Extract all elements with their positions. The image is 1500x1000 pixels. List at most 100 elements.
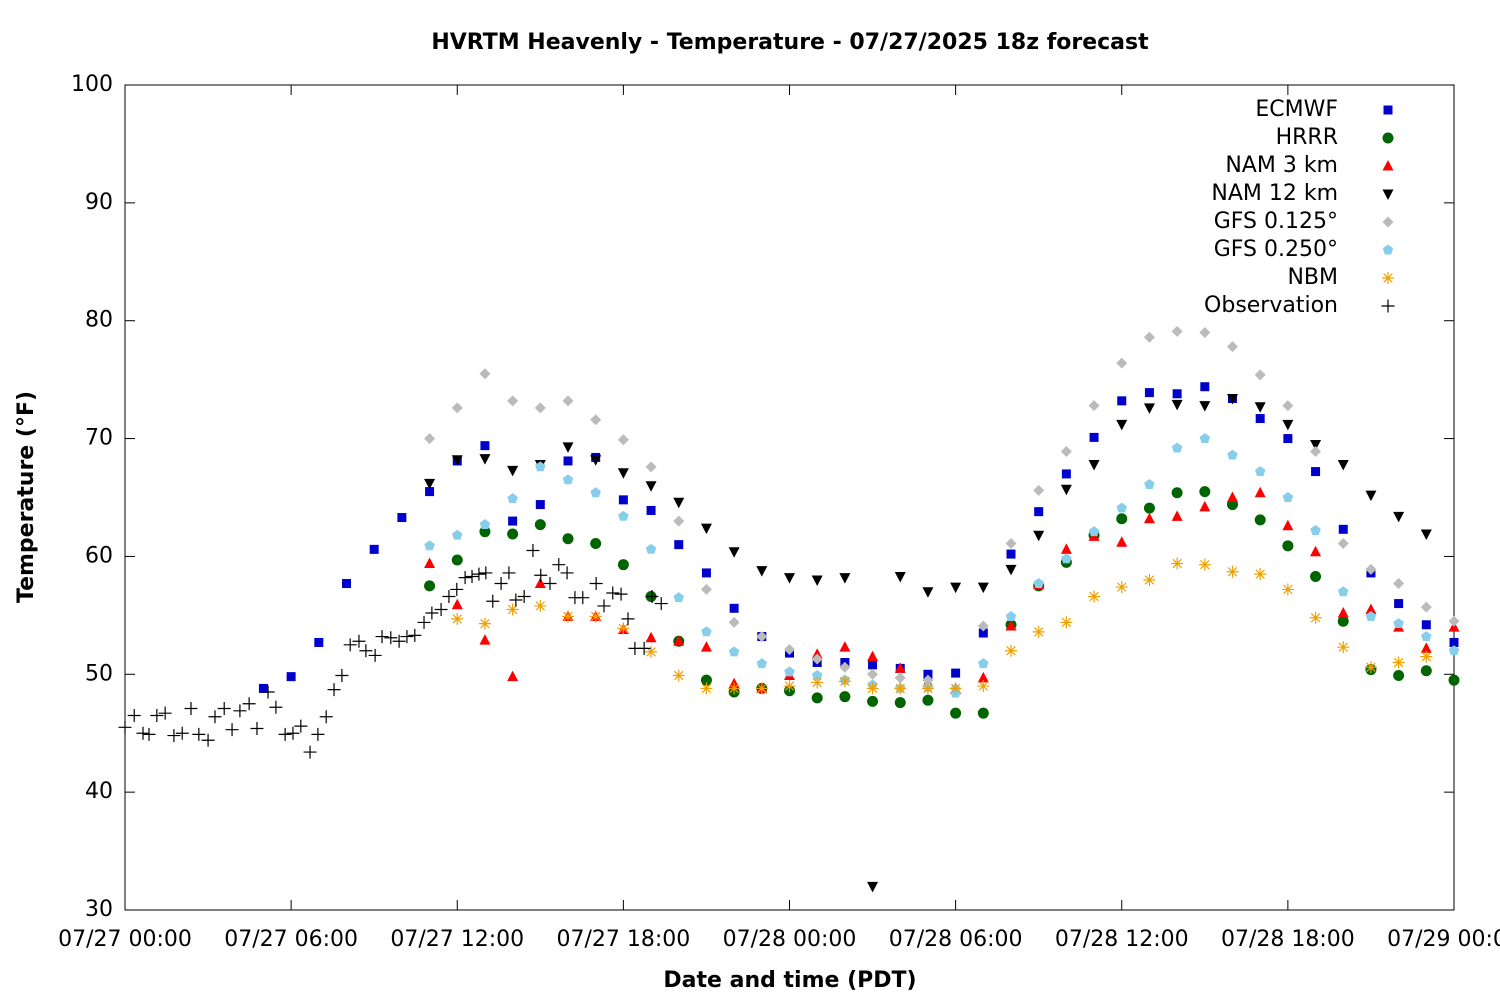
data-point <box>1115 581 1128 594</box>
data-point <box>1282 419 1294 431</box>
data-point <box>424 557 436 568</box>
data-point <box>728 616 740 628</box>
data-point <box>576 591 590 605</box>
data-point <box>1033 578 1044 588</box>
data-point <box>701 568 711 578</box>
legend-marker <box>1382 272 1394 284</box>
data-point <box>951 668 961 678</box>
data-point <box>894 662 906 673</box>
data-point <box>645 543 657 554</box>
data-point <box>509 593 523 607</box>
data-point <box>617 468 629 479</box>
data-point <box>486 594 500 608</box>
data-point <box>590 537 602 549</box>
data-point <box>1199 327 1211 338</box>
data-point <box>839 573 851 584</box>
data-point <box>534 402 546 414</box>
data-point <box>535 461 546 472</box>
data-point <box>866 682 879 695</box>
data-point <box>1143 512 1155 524</box>
data-point <box>978 658 989 669</box>
data-point <box>1420 529 1432 541</box>
data-point <box>756 566 768 577</box>
data-point <box>479 566 493 580</box>
data-point <box>424 478 436 490</box>
data-point <box>1171 399 1183 411</box>
data-point <box>1199 500 1211 512</box>
data-point <box>1199 401 1211 412</box>
data-point <box>1116 357 1128 369</box>
data-point <box>1254 369 1266 381</box>
data-point <box>1199 433 1211 444</box>
data-point <box>1171 510 1183 521</box>
data-point <box>1311 467 1321 477</box>
data-point <box>1088 460 1100 471</box>
data-point <box>700 682 713 695</box>
data-point <box>192 727 206 741</box>
data-point <box>1393 511 1405 523</box>
data-point <box>978 628 988 638</box>
data-point <box>359 644 373 658</box>
data-point <box>838 675 851 688</box>
data-point <box>1392 656 1405 669</box>
data-point <box>1116 536 1128 547</box>
data-point <box>507 465 519 477</box>
data-point <box>167 729 181 743</box>
data-point <box>269 700 283 714</box>
data-point <box>233 704 247 718</box>
y-tick-label: 70 <box>85 426 113 451</box>
data-point <box>1310 439 1322 451</box>
data-point <box>617 622 630 635</box>
data-point <box>1060 616 1073 629</box>
data-point <box>1394 599 1404 609</box>
data-point <box>811 575 823 586</box>
data-point <box>1089 432 1099 442</box>
y-tick-label: 40 <box>85 779 113 804</box>
data-point <box>590 487 601 498</box>
data-point <box>1005 537 1017 549</box>
data-point <box>784 573 795 584</box>
data-point <box>458 571 472 585</box>
data-point <box>507 493 518 504</box>
data-point <box>811 669 823 680</box>
data-point <box>327 683 341 697</box>
data-point <box>494 577 508 591</box>
data-point <box>1337 607 1349 618</box>
data-point <box>1393 578 1405 590</box>
data-point <box>1283 434 1293 444</box>
data-point <box>1227 491 1238 502</box>
data-point <box>397 513 407 523</box>
data-point <box>534 577 546 589</box>
data-point <box>673 592 684 603</box>
data-point <box>1338 524 1348 534</box>
data-point <box>1254 466 1266 477</box>
data-point <box>1365 603 1377 614</box>
data-point <box>867 881 879 893</box>
data-point <box>563 456 573 466</box>
data-point <box>1144 479 1155 489</box>
data-point <box>502 566 516 580</box>
data-point <box>922 587 934 598</box>
data-point <box>590 414 602 426</box>
data-point <box>700 523 712 535</box>
data-point <box>1172 389 1182 399</box>
data-point <box>977 707 989 719</box>
data-point <box>1116 419 1128 431</box>
data-point <box>1254 486 1266 498</box>
data-point <box>1310 446 1322 458</box>
x-tick-label: 07/28 12:00 <box>1055 927 1189 952</box>
data-point <box>867 668 879 680</box>
legend-marker <box>1383 105 1393 115</box>
data-point <box>700 674 712 686</box>
data-point <box>451 402 463 414</box>
data-point <box>756 658 768 669</box>
data-point <box>452 529 463 540</box>
data-point <box>922 694 934 706</box>
data-point <box>1226 565 1239 578</box>
data-point <box>368 648 382 662</box>
data-point <box>728 547 740 558</box>
data-point <box>618 495 628 505</box>
data-point <box>1310 570 1322 582</box>
x-tick-label: 07/28 06:00 <box>889 927 1023 952</box>
data-point <box>425 487 435 497</box>
